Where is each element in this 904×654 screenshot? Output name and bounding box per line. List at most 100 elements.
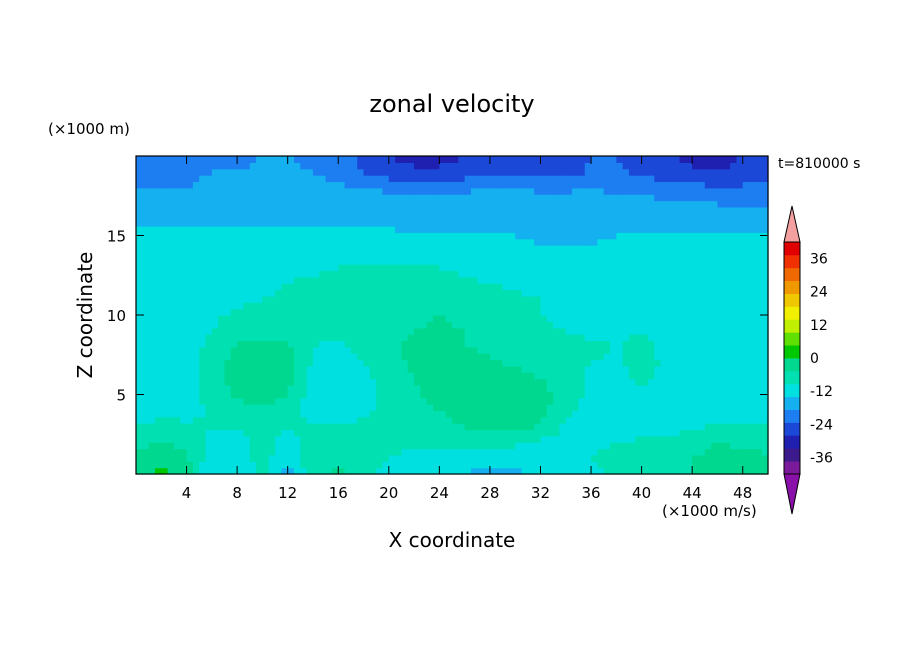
field-cell (369, 378, 377, 386)
field-cell (704, 302, 712, 310)
field-cell (281, 353, 289, 361)
field-cell (275, 454, 282, 462)
field-cell (496, 175, 504, 183)
field-cell (584, 276, 592, 284)
field-cell (401, 302, 409, 310)
field-cell (679, 270, 687, 278)
field-cell (395, 384, 403, 392)
field-cell (540, 175, 548, 183)
field-cell (407, 416, 415, 424)
field-cell (515, 194, 523, 202)
field-cell (275, 334, 282, 342)
field-cell (388, 435, 396, 443)
field-cell (395, 340, 403, 348)
field-cell (420, 187, 428, 195)
field-cell (148, 384, 156, 392)
field-cell (628, 276, 636, 284)
field-cell (287, 442, 295, 450)
field-cell (540, 467, 548, 475)
field-cell (249, 245, 257, 252)
field-cell (578, 416, 586, 424)
field-cell (218, 340, 226, 348)
field-cell (382, 175, 390, 183)
field-cell (534, 238, 542, 246)
field-cell (180, 251, 188, 259)
field-cell (534, 416, 542, 424)
field-cell (344, 353, 352, 361)
field-cell (496, 410, 504, 418)
field-cell (344, 448, 352, 456)
field-cell (470, 295, 478, 303)
field-cell (508, 467, 516, 475)
field-cell (508, 289, 516, 297)
field-cell (654, 435, 662, 443)
field-cell (173, 251, 181, 259)
field-cell (148, 251, 156, 259)
field-cell (401, 435, 409, 443)
field-cell (603, 315, 611, 322)
field-cell (452, 429, 459, 437)
field-cell (761, 467, 769, 475)
field-cell (224, 245, 232, 252)
field-cell (331, 302, 339, 310)
field-cell (685, 251, 693, 259)
field-cell (572, 194, 579, 202)
field-cell (148, 423, 156, 431)
field-cell (736, 181, 744, 189)
field-cell (395, 378, 403, 386)
field-cell (363, 397, 371, 405)
field-cell (578, 213, 586, 221)
field-cell (742, 365, 750, 373)
field-cell (407, 327, 415, 335)
field-cell (761, 442, 769, 450)
field-cell (414, 289, 421, 297)
field-cell (540, 404, 548, 411)
field-cell (369, 372, 377, 380)
field-cell (565, 391, 573, 399)
field-cell (717, 276, 725, 284)
field-cell (439, 365, 447, 373)
field-cell (319, 378, 327, 386)
field-cell (749, 225, 756, 233)
field-cell (205, 251, 213, 259)
field-cell (148, 404, 156, 411)
field-cell (433, 225, 440, 233)
field-cell (565, 321, 573, 329)
field-cell (407, 321, 415, 329)
field-cell (148, 321, 156, 329)
field-cell (161, 270, 169, 278)
field-cell (363, 346, 371, 354)
field-cell (281, 295, 289, 303)
field-cell (306, 384, 314, 392)
field-cell (730, 321, 737, 329)
field-cell (331, 461, 339, 469)
field-cell (382, 461, 390, 469)
field-cell (262, 384, 270, 392)
field-cell (584, 194, 592, 202)
field-cell (717, 264, 725, 272)
field-cell (167, 225, 175, 233)
field-cell (527, 245, 535, 252)
field-cell (136, 302, 143, 310)
field-cell (363, 454, 371, 462)
field-cell (312, 238, 320, 246)
field-cell (357, 289, 365, 297)
field-cell (572, 321, 579, 329)
field-cell (338, 435, 346, 443)
field-cell (452, 397, 459, 405)
field-cell (553, 206, 561, 214)
field-cell (230, 365, 238, 373)
field-cell (363, 315, 371, 322)
field-cell (161, 315, 169, 322)
field-cell (591, 448, 598, 456)
field-cell (325, 448, 333, 456)
field-cell (407, 295, 415, 303)
field-cell (262, 391, 270, 399)
field-cell (591, 200, 598, 208)
field-cell (635, 219, 643, 227)
field-cell (749, 429, 756, 437)
field-cell (369, 346, 377, 354)
field-cell (483, 410, 491, 418)
field-cell (559, 194, 567, 202)
field-cell (180, 302, 188, 310)
